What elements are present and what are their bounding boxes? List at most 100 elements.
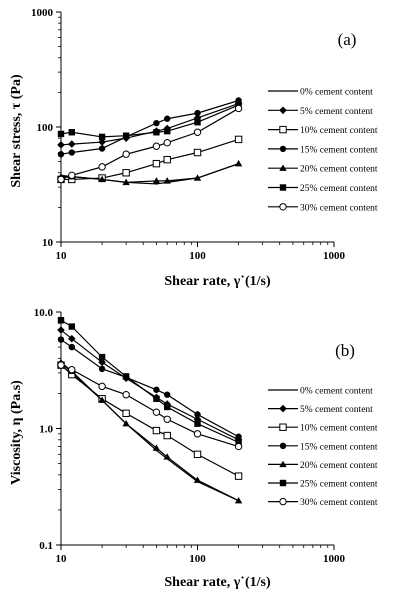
open-square-marker: [279, 125, 287, 134]
panel-label: (b): [335, 341, 355, 360]
series-line: [60, 107, 239, 180]
open-circle-marker: [163, 415, 171, 423]
series-15-cement-content: [57, 97, 242, 158]
open-square-marker: [234, 472, 243, 480]
circle-marker: [164, 115, 171, 122]
diamond-marker: [68, 140, 76, 148]
legend-entry: 15% cement content: [300, 145, 378, 155]
open-circle-marker: [98, 163, 106, 171]
shear-stress-chart: 10 100 1000 10 100 1000 Shear rate, γ˙(1/s) She…: [9, 7, 378, 289]
series-25-cement-content: [57, 317, 242, 446]
open-square-marker: [193, 148, 202, 157]
x-tick-label: 10: [56, 553, 68, 565]
open-circle-marker: [68, 171, 76, 180]
triangle-marker: [163, 453, 171, 460]
triangle-marker: [122, 419, 130, 427]
open-circle-marker: [279, 203, 287, 211]
legend-entry: 25% cement content: [300, 480, 378, 490]
series-line: [60, 361, 239, 502]
square-marker: [68, 323, 76, 330]
circle-marker: [279, 145, 287, 153]
series-line: [60, 319, 239, 443]
y-tick-label: 10.0: [34, 307, 54, 319]
triangle-marker: [163, 177, 171, 184]
open-square-marker: [152, 159, 161, 168]
open-square-marker: [163, 155, 171, 164]
y-tick-label: 1000: [31, 7, 54, 19]
open-circle-marker: [57, 361, 65, 369]
legend-entry: 15% cement content: [300, 442, 378, 452]
x-tick-label: 100: [189, 553, 206, 565]
series-line: [60, 102, 239, 146]
square-marker: [194, 420, 201, 427]
x-axis-title: Shear rate, γ˙(1/s): [164, 575, 271, 590]
legend-entry: 10% cement content: [300, 126, 378, 136]
open-circle-marker: [68, 365, 76, 374]
triangle-marker: [234, 159, 243, 167]
legend: 0% cement content 5% cement content 10% ce…: [268, 387, 378, 508]
triangle-marker: [234, 497, 243, 504]
triangle-marker: [122, 178, 130, 186]
series-line: [61, 163, 239, 183]
open-circle-marker: [193, 430, 202, 438]
circle-marker: [164, 391, 171, 398]
square-marker: [98, 353, 106, 361]
open-circle-marker: [122, 391, 130, 399]
x-tick-label: 100: [189, 250, 206, 262]
panel-label: (a): [338, 30, 357, 49]
diamond-marker: [68, 334, 76, 343]
triangle-marker: [98, 396, 106, 403]
square-marker: [68, 129, 76, 136]
circle-marker: [57, 336, 65, 343]
triangle-marker: [152, 177, 161, 184]
series-30-cement-content: [57, 104, 243, 184]
square-marker: [153, 129, 160, 136]
diamond-marker: [98, 138, 106, 146]
circle-marker: [153, 386, 160, 393]
circle-marker: [194, 411, 201, 418]
triangle-marker: [98, 175, 106, 183]
square-marker: [57, 317, 65, 324]
triangle-marker: [193, 476, 202, 483]
y-tick-label: 100: [37, 122, 54, 134]
legend-entry: 5% cement content: [300, 405, 373, 415]
open-circle-marker: [57, 175, 65, 184]
open-circle-marker: [152, 408, 161, 416]
legend-entry: 30% cement content: [300, 203, 378, 213]
square-marker: [164, 127, 171, 135]
y-tick-label: 10: [42, 237, 54, 249]
diamond-marker: [57, 326, 65, 334]
legend-entry: 25% cement content: [300, 184, 378, 194]
open-square-marker: [279, 423, 287, 431]
square-marker: [122, 132, 130, 139]
triangle-marker: [279, 164, 287, 171]
diamond-marker: [279, 106, 287, 115]
series-line: [60, 364, 239, 477]
square-marker: [279, 184, 287, 191]
open-square-marker: [163, 431, 171, 440]
y-axis-title: Shear stress, τ (Pa): [9, 74, 24, 188]
open-square-marker: [234, 135, 243, 144]
circle-marker: [153, 119, 160, 127]
legend-entry: 0% cement content: [300, 88, 373, 98]
circle-marker: [235, 433, 242, 440]
open-circle-marker: [122, 150, 130, 158]
open-circle-marker: [163, 139, 171, 147]
series-line: [60, 99, 239, 155]
square-marker: [164, 403, 171, 411]
circle-marker: [68, 343, 76, 351]
legend-entry: 0% cement content: [300, 387, 373, 397]
series-15-cement-content: [57, 336, 242, 440]
y-axis-title: Viscosity, η (Pa.s): [9, 380, 24, 485]
legend-entry: 10% cement content: [300, 424, 378, 434]
circle-marker: [194, 109, 201, 117]
series-10-cement-content: [57, 361, 243, 480]
open-circle-marker: [152, 142, 161, 150]
x-tick-label: 1000: [323, 250, 346, 262]
legend-entry: 5% cement content: [300, 107, 373, 117]
series-line: [61, 138, 239, 181]
open-square-marker: [122, 169, 130, 177]
triangle-marker: [279, 460, 287, 468]
square-marker: [98, 133, 106, 141]
